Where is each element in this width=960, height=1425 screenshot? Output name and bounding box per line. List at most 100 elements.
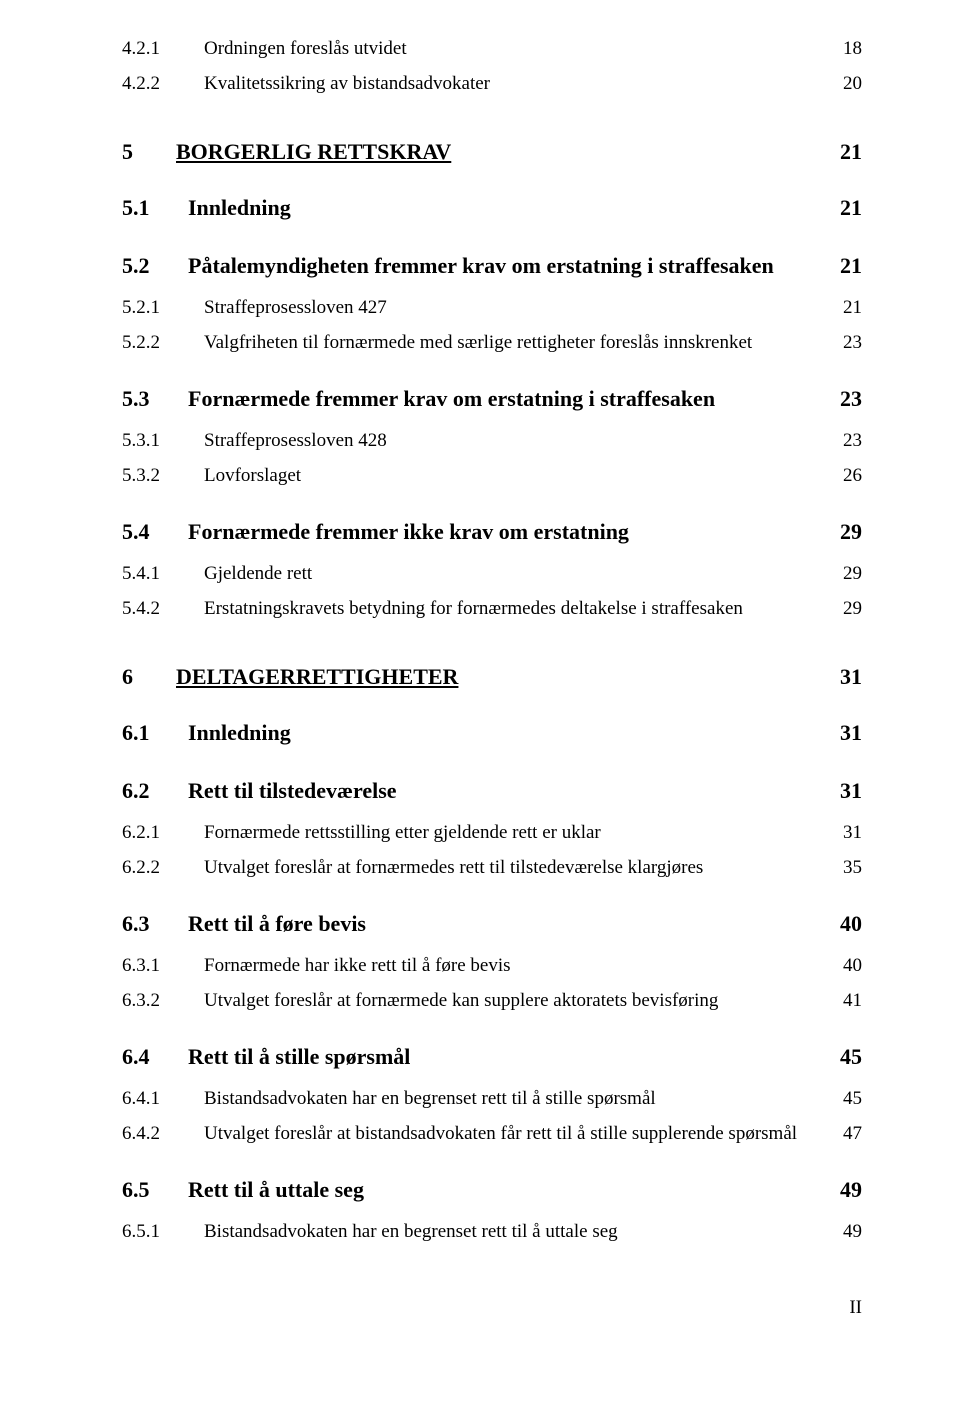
entry-title: Fornærmede rettsstilling etter gjeldende… <box>204 822 826 844</box>
entry-title: Rett til å uttale seg <box>188 1177 826 1203</box>
entry-title: Innledning <box>188 195 826 221</box>
entry-title: Erstatningskravets betydning for fornærm… <box>204 598 826 620</box>
entry-title: Påtalemyndigheten fremmer krav om erstat… <box>188 253 826 279</box>
entry-number: 5.4.1 <box>122 563 204 585</box>
entry-number: 5.3 <box>122 386 188 412</box>
entry-number: 5.2 <box>122 253 188 279</box>
toc-section-heading: 6.3 Rett til å føre bevis 40 <box>122 911 862 937</box>
toc-chapter-heading: 5 BORGERLIG RETTSKRAV 21 <box>122 139 862 165</box>
entry-number: 6.3.1 <box>122 955 204 977</box>
toc-entry: 5.2.1 Straffeprosessloven 427 21 <box>122 297 862 319</box>
entry-page: 18 <box>826 38 862 60</box>
toc-chapter-heading: 6 DELTAGERRETTIGHETER 31 <box>122 664 862 690</box>
entry-page: 21 <box>826 297 862 319</box>
entry-title: Bistandsadvokaten har en begrenset rett … <box>204 1088 826 1110</box>
toc-entry: 6.4.1 Bistandsadvokaten har en begrenset… <box>122 1088 862 1110</box>
entry-title: Rett til å stille spørsmål <box>188 1044 826 1070</box>
entry-title: Ordningen foreslås utvidet <box>204 38 826 60</box>
entry-number: 6.5 <box>122 1177 188 1203</box>
entry-number: 6.2.1 <box>122 822 204 844</box>
toc-entry: 4.2.2 Kvalitetssikring av bistandsadvoka… <box>122 73 862 95</box>
entry-page: 45 <box>826 1044 862 1070</box>
entry-title: Rett til å føre bevis <box>188 911 826 937</box>
entry-number: 5.3.1 <box>122 430 204 452</box>
entry-number: 5.2.1 <box>122 297 204 319</box>
entry-title: Valgfriheten til fornærmede med særlige … <box>204 332 826 354</box>
entry-page: 45 <box>826 1088 862 1110</box>
entry-page: 23 <box>826 332 862 354</box>
entry-number: 6.2.2 <box>122 857 204 879</box>
entry-number: 5.2.2 <box>122 332 204 354</box>
entry-title: Innledning <box>188 720 826 746</box>
entry-number: 5.4.2 <box>122 598 204 620</box>
entry-page: 47 <box>826 1123 862 1145</box>
toc-entry: 4.2.1 Ordningen foreslås utvidet 18 <box>122 38 862 60</box>
entry-title: Bistandsadvokaten har en begrenset rett … <box>204 1221 826 1243</box>
entry-page: 23 <box>826 386 862 412</box>
toc-section-heading: 6.1 Innledning 31 <box>122 720 862 746</box>
toc-section-heading: 6.5 Rett til å uttale seg 49 <box>122 1177 862 1203</box>
entry-number: 5.3.2 <box>122 465 204 487</box>
entry-number: 6.5.1 <box>122 1221 204 1243</box>
entry-page: 41 <box>826 990 862 1012</box>
entry-title: Utvalget foreslår at fornærmedes rett ti… <box>204 857 826 879</box>
toc-section-heading: 6.2 Rett til tilstedeværelse 31 <box>122 778 862 804</box>
entry-number: 4.2.2 <box>122 73 204 95</box>
entry-title: Lovforslaget <box>204 465 826 487</box>
entry-number: 6.4.1 <box>122 1088 204 1110</box>
toc-entry: 5.3.1 Straffeprosessloven 428 23 <box>122 430 862 452</box>
entry-page: 49 <box>826 1221 862 1243</box>
toc-section-heading: 5.3 Fornærmede fremmer krav om erstatnin… <box>122 386 862 412</box>
entry-page: 40 <box>826 911 862 937</box>
entry-page: 21 <box>826 253 862 279</box>
entry-page: 29 <box>826 598 862 620</box>
entry-number: 6.4.2 <box>122 1123 204 1145</box>
toc-entry: 6.2.1 Fornærmede rettsstilling etter gje… <box>122 822 862 844</box>
page-footer-number: II <box>122 1297 862 1319</box>
entry-page: 21 <box>826 195 862 221</box>
entry-page: 29 <box>826 563 862 585</box>
toc-entry: 5.4.1 Gjeldende rett 29 <box>122 563 862 585</box>
entry-page: 49 <box>826 1177 862 1203</box>
toc-entry: 6.3.2 Utvalget foreslår at fornærmede ka… <box>122 990 862 1012</box>
entry-page: 31 <box>826 720 862 746</box>
entry-number: 4.2.1 <box>122 38 204 60</box>
entry-number: 6.3.2 <box>122 990 204 1012</box>
toc-entry: 5.4.2 Erstatningskravets betydning for f… <box>122 598 862 620</box>
toc-entry: 6.3.1 Fornærmede har ikke rett til å før… <box>122 955 862 977</box>
toc-section-heading: 5.1 Innledning 21 <box>122 195 862 221</box>
entry-page: 40 <box>826 955 862 977</box>
entry-title: Fornærmede fremmer ikke krav om erstatni… <box>188 519 826 545</box>
entry-number: 6.1 <box>122 720 188 746</box>
entry-title: Fornærmede fremmer krav om erstatning i … <box>188 386 826 412</box>
entry-number: 6.4 <box>122 1044 188 1070</box>
entry-title: Utvalget foreslår at fornærmede kan supp… <box>204 990 826 1012</box>
toc-entry: 6.5.1 Bistandsadvokaten har en begrenset… <box>122 1221 862 1243</box>
entry-page: 35 <box>826 857 862 879</box>
toc-entry: 6.4.2 Utvalget foreslår at bistandsadvok… <box>122 1123 862 1145</box>
toc-entry: 5.3.2 Lovforslaget 26 <box>122 465 862 487</box>
entry-number: 6.3 <box>122 911 188 937</box>
entry-page: 21 <box>826 139 862 165</box>
toc-page: 4.2.1 Ordningen foreslås utvidet 18 4.2.… <box>0 0 960 1367</box>
entry-number: 5 <box>122 139 176 165</box>
entry-number: 5.4 <box>122 519 188 545</box>
toc-section-heading: 5.2 Påtalemyndigheten fremmer krav om er… <box>122 253 862 279</box>
entry-title: Straffeprosessloven 428 <box>204 430 826 452</box>
entry-number: 6 <box>122 664 176 690</box>
toc-section-heading: 5.4 Fornærmede fremmer ikke krav om erst… <box>122 519 862 545</box>
toc-entry: 6.2.2 Utvalget foreslår at fornærmedes r… <box>122 857 862 879</box>
entry-number: 6.2 <box>122 778 188 804</box>
entry-title: Kvalitetssikring av bistandsadvokater <box>204 73 826 95</box>
entry-number: 5.1 <box>122 195 188 221</box>
entry-title: DELTAGERRETTIGHETER <box>176 664 826 690</box>
entry-title: Gjeldende rett <box>204 563 826 585</box>
entry-page: 31 <box>826 664 862 690</box>
entry-title: Rett til tilstedeværelse <box>188 778 826 804</box>
entry-page: 20 <box>826 73 862 95</box>
entry-title: Utvalget foreslår at bistandsadvokaten f… <box>204 1123 826 1145</box>
entry-title: Straffeprosessloven 427 <box>204 297 826 319</box>
entry-page: 31 <box>826 778 862 804</box>
entry-title: Fornærmede har ikke rett til å føre bevi… <box>204 955 826 977</box>
entry-title: BORGERLIG RETTSKRAV <box>176 139 826 165</box>
